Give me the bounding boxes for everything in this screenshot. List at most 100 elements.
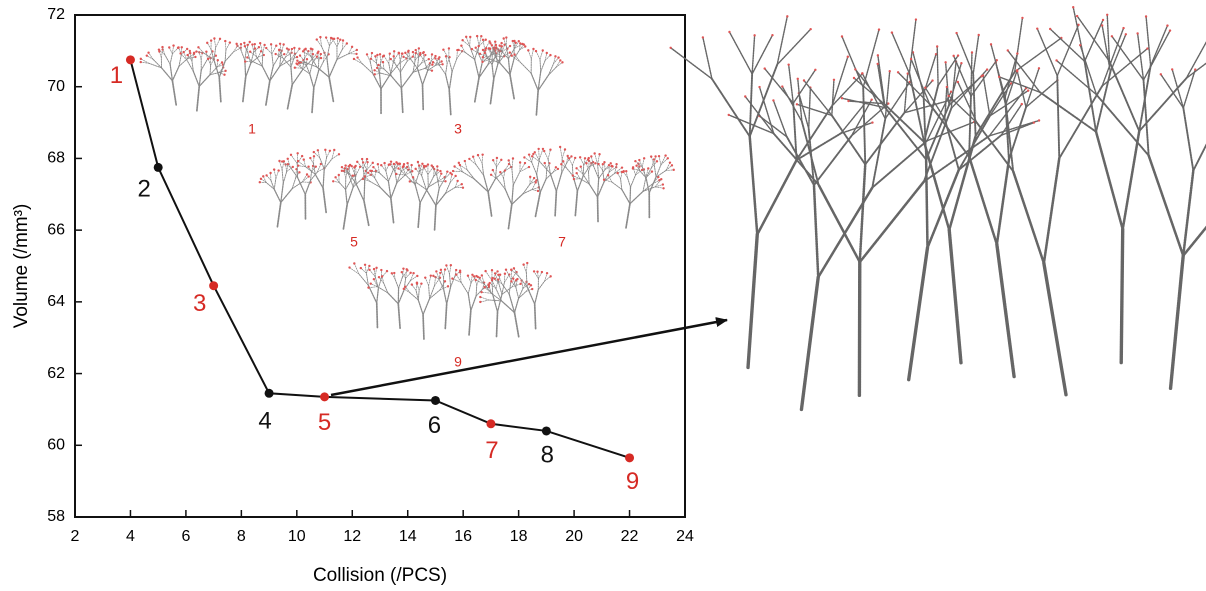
tree-tip [442, 48, 445, 51]
tree-branch [435, 187, 440, 207]
tree-branch [336, 39, 341, 48]
x-tick-label: 18 [510, 528, 528, 545]
tree-tip [439, 268, 443, 272]
tree-branch [539, 178, 547, 194]
tree-branch [531, 153, 534, 163]
tree-tip [145, 54, 149, 57]
tree-tip [246, 43, 249, 47]
tree-branch [475, 163, 485, 176]
tree-branch [526, 262, 528, 274]
tree-branch [944, 86, 948, 120]
tree-tip [348, 266, 351, 269]
tree-branch [445, 63, 448, 75]
tree-branch [547, 63, 554, 76]
tree-branch [379, 54, 382, 64]
tree-branch [529, 179, 537, 185]
tree-branch [1056, 24, 1080, 77]
tree-branch [405, 174, 416, 186]
tree-tip [206, 41, 209, 45]
tree-tip [510, 268, 513, 271]
tree-branch [482, 56, 491, 60]
tree-branch [518, 291, 527, 299]
tree-branch [323, 158, 333, 170]
tree-tip [1079, 43, 1082, 47]
tree-branch [325, 37, 330, 47]
tree-branch [492, 159, 497, 168]
tree-tip [944, 61, 947, 64]
tree-branch [455, 274, 462, 283]
tree-branch [641, 166, 647, 179]
tree-branch [249, 51, 257, 57]
tree-tip [526, 261, 529, 265]
tree-tip [293, 46, 296, 50]
tree-branch [1016, 70, 1027, 108]
tree-tip [479, 300, 482, 304]
tree-branch [522, 183, 531, 195]
tree-branch [559, 146, 563, 159]
line [129, 59, 630, 459]
tree-branch [1042, 261, 1068, 397]
tree-tip [427, 57, 430, 61]
tree-branch [604, 165, 613, 170]
tree-branch [262, 44, 265, 54]
tree-branch [544, 52, 548, 61]
tree-tip [434, 54, 437, 58]
tree-branch [876, 63, 885, 105]
point [125, 55, 135, 65]
tree-branch [436, 174, 440, 189]
tree-tip [337, 153, 341, 156]
tree-tip [445, 264, 448, 267]
tree-branch [568, 157, 573, 166]
tree-tip [377, 275, 381, 279]
tree-branch [1039, 91, 1098, 133]
tree-branch [169, 63, 174, 82]
tree-tip [453, 165, 456, 168]
tree-branch [427, 61, 432, 72]
tree-branch [522, 189, 533, 195]
tree-tip [297, 61, 301, 64]
tree-tip [197, 46, 200, 49]
tree-branch [420, 58, 430, 64]
tree-branch [854, 68, 886, 109]
tree-tip [209, 39, 213, 42]
tree-branch [394, 163, 399, 173]
tree-tip [471, 273, 474, 276]
tree-tip [243, 41, 246, 45]
tree-branch [527, 49, 532, 60]
tree-tip [1009, 82, 1013, 85]
tree-branch [297, 60, 307, 63]
tree-tip [491, 168, 495, 172]
tree-branch [276, 201, 282, 228]
tree-tip [896, 71, 900, 74]
tree-branch [478, 64, 489, 79]
point-label: 6 [428, 412, 441, 439]
tree-tip [295, 55, 299, 59]
tree-branch [279, 59, 291, 67]
tree-branch [583, 157, 590, 166]
tree-tip [192, 51, 196, 54]
tree-tip [345, 42, 349, 45]
tree-branch [579, 156, 585, 166]
tree-tip [562, 160, 565, 163]
tree-branch [512, 278, 517, 288]
tree-tip [416, 274, 419, 278]
tree-branch [209, 64, 212, 76]
tree-branch [758, 86, 775, 135]
tree-branch [403, 56, 411, 60]
tree-branch [444, 186, 456, 194]
y-axis-label: Volume (/mm³) [11, 204, 32, 329]
tree-branch [468, 309, 472, 336]
tree-branch [492, 293, 499, 313]
tree-tip [248, 40, 251, 44]
tree-tip [440, 172, 443, 175]
tree-branch [417, 161, 420, 172]
tree-tip [356, 160, 359, 164]
tree-tip [500, 45, 503, 48]
tree-tip [424, 276, 427, 279]
tree-branch [305, 62, 318, 68]
tree-tip [410, 163, 413, 167]
tree-branch [1160, 73, 1185, 109]
tree-branch [473, 58, 480, 79]
tree-branch [586, 162, 589, 173]
tree-tip [370, 51, 374, 55]
